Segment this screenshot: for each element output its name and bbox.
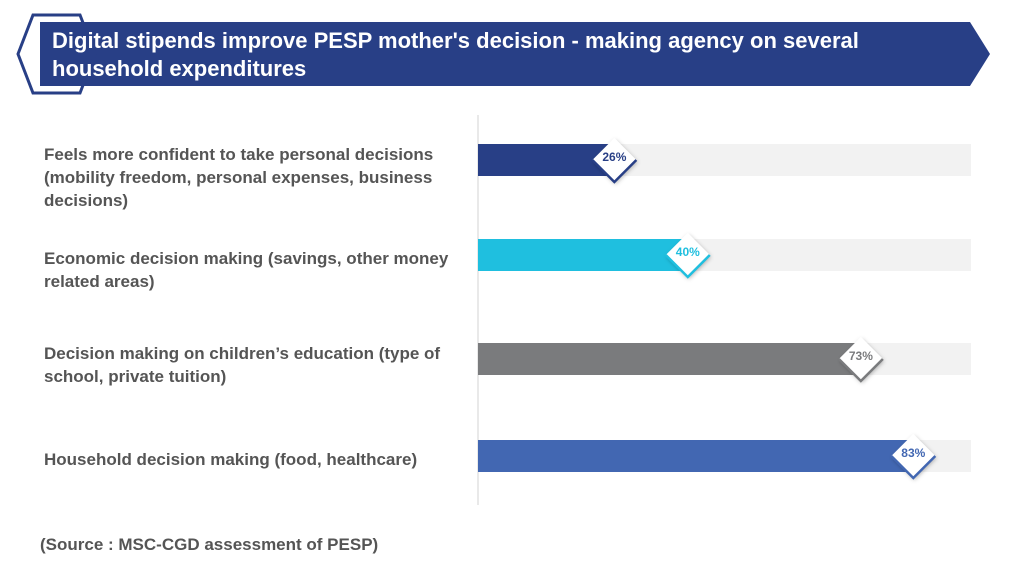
bar xyxy=(478,239,688,271)
bar xyxy=(478,440,914,472)
value-label: 26% xyxy=(602,150,626,164)
category-label: Feels more confident to take personal de… xyxy=(44,145,434,210)
category-label: Economic decision making (savings, other… xyxy=(44,249,449,291)
value-label: 83% xyxy=(901,446,925,460)
chart-title: Digital stipends improve PESP mother's d… xyxy=(52,28,859,81)
title-hexagon xyxy=(16,13,97,95)
category-label: Household decision making (food, healthc… xyxy=(44,450,418,469)
diamond-edge xyxy=(837,358,884,383)
diamond-edge xyxy=(890,455,937,480)
bar xyxy=(478,144,615,176)
source: (Source : MSC-CGD assessment of PESP) xyxy=(40,535,379,554)
value-label: 73% xyxy=(849,349,873,363)
category-label: Decision making on children’s education … xyxy=(44,344,441,386)
value-label: 40% xyxy=(676,245,700,259)
title-banner xyxy=(40,22,990,86)
diamond-edge xyxy=(591,159,638,184)
bar xyxy=(478,343,861,375)
diamond-edge xyxy=(664,254,711,279)
